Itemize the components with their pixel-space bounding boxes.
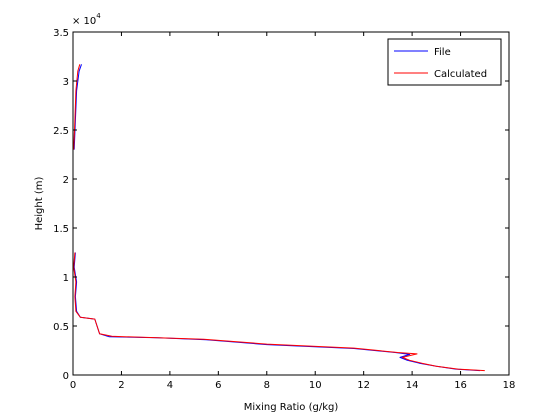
x-tick-label: 14 (406, 380, 419, 391)
y-tick-label: 3 (63, 77, 69, 88)
legend-label-calculated: Calculated (434, 69, 487, 80)
series-layer (73, 64, 485, 372)
legend: File Calculated (387, 38, 502, 86)
series-line-calculated (73, 252, 485, 372)
y-tick-label: 0.5 (53, 322, 69, 333)
y-tick-label: 2 (63, 175, 69, 186)
x-tick-label: 4 (167, 380, 173, 391)
y-multiplier-label: × 104 (72, 12, 101, 27)
x-tick-label: 18 (503, 380, 516, 391)
y-tick-label: 1 (63, 273, 69, 284)
x-tick-label: 10 (309, 380, 322, 391)
x-ticks: 0 2 4 6 8 10 12 14 16 18 (70, 32, 516, 391)
y-ticks: 0 0.5 1 1.5 2 2.5 3 3.5 (53, 28, 509, 382)
y-tick-label: 0 (63, 371, 69, 382)
legend-box (387, 38, 502, 86)
x-axis-label: Mixing Ratio (g/kg) (244, 402, 339, 413)
x-tick-label: 16 (454, 380, 467, 391)
y-axis-label: Height (m) (34, 177, 45, 231)
x-tick-label: 2 (118, 380, 124, 391)
x-tick-label: 8 (264, 380, 270, 391)
series-line-calculated (73, 64, 81, 150)
x-tick-label: 12 (357, 380, 370, 391)
x-tick-label: 0 (70, 380, 76, 391)
y-tick-label: 2.5 (53, 126, 69, 137)
legend-label-file: File (434, 47, 451, 58)
x-tick-label: 6 (215, 380, 221, 391)
y-tick-label: 3.5 (53, 28, 69, 39)
axes-box (72, 31, 510, 376)
series-line-file (73, 252, 480, 372)
y-tick-label: 1.5 (53, 224, 69, 235)
